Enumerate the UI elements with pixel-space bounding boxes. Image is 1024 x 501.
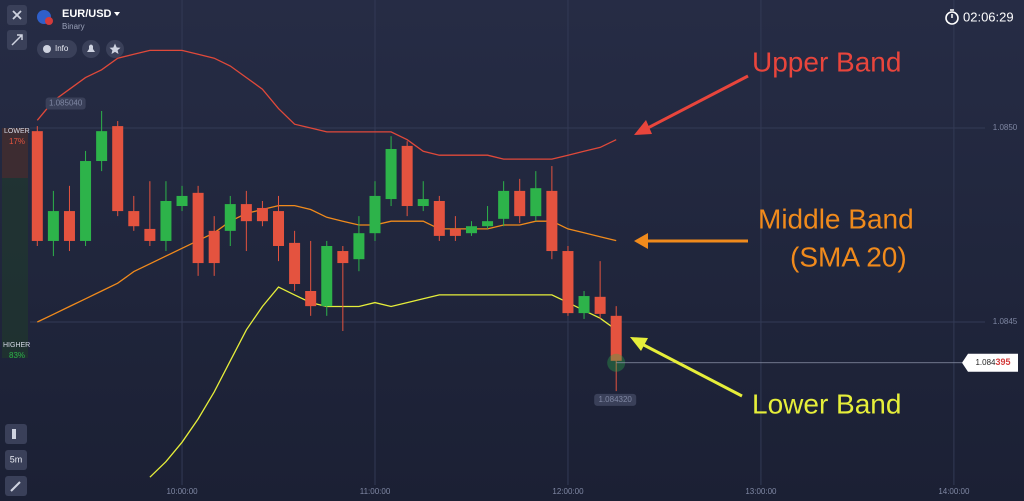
candle-body <box>353 233 365 260</box>
candle-body <box>96 131 108 162</box>
candle-body <box>337 251 349 264</box>
candle-body <box>530 188 542 217</box>
lower-pct: 17% <box>9 137 25 146</box>
band-line <box>37 204 617 323</box>
band-line <box>149 286 617 478</box>
higher-label: HIGHER <box>3 342 30 349</box>
expand-icon <box>11 34 23 46</box>
candle-body <box>562 251 574 314</box>
grid: 10:00:00 11:00:00 12:00:00 13:00:00 14:00:00… <box>30 0 1018 496</box>
max-label-bg <box>45 97 86 110</box>
x-tick-label: 10:00:00 <box>166 487 198 496</box>
candle-body <box>47 211 59 241</box>
candle-body <box>31 131 43 241</box>
min-label: 1.084320 <box>599 395 633 404</box>
candle-body <box>144 228 156 241</box>
lower-band-annotation: Lower Band <box>752 388 901 419</box>
candle-body <box>433 200 445 236</box>
pair-flag-2 <box>45 17 53 25</box>
x-tick-label: 14:00:00 <box>938 487 970 496</box>
candle-body <box>610 315 622 361</box>
chart-type-icon <box>12 429 16 439</box>
sma-annotation: (SMA 20) <box>790 241 907 272</box>
overlay: 1.085040 1.084320 1.084395 <box>45 97 1018 406</box>
pair-name[interactable]: EUR/USD <box>62 8 112 20</box>
y-tick-label: 1.0845 <box>993 317 1018 326</box>
sentiment-strip <box>2 128 28 358</box>
bell-icon <box>87 44 95 52</box>
lower-arrowhead <box>630 337 648 351</box>
x-tick-label: 12:00:00 <box>552 487 584 496</box>
candle-body <box>369 195 381 234</box>
middle-arrowhead <box>634 233 648 249</box>
candle-body <box>594 296 606 314</box>
current-price-label: 1.084395 <box>975 357 1010 367</box>
current-price-tail: 395 <box>996 357 1011 367</box>
band-line <box>36 49 617 160</box>
candle-body <box>401 145 413 207</box>
candle-body <box>305 291 317 307</box>
candle-body <box>63 211 75 241</box>
strip-lower <box>2 128 28 178</box>
min-label-bg <box>594 393 637 406</box>
candle-body <box>224 204 236 231</box>
higher-pct: 83% <box>9 351 25 360</box>
candle-body <box>385 148 397 200</box>
candle-body <box>112 126 124 212</box>
pair-mode: Binary <box>62 22 85 31</box>
candle-body <box>289 242 301 285</box>
candle-body <box>417 199 429 207</box>
candle-body <box>160 200 172 241</box>
timer-hand <box>950 9 954 18</box>
candle-body <box>80 161 92 241</box>
lower-label: LOWER <box>4 128 30 135</box>
candle-body <box>256 207 268 222</box>
annotation-arrows <box>630 74 749 398</box>
draw-icon <box>10 481 21 492</box>
upper-arrow <box>639 74 749 134</box>
current-price-tag <box>962 353 1018 372</box>
bands <box>36 49 617 478</box>
candle-body <box>482 221 494 227</box>
x-tick-label: 11:00:00 <box>360 487 391 496</box>
info-button[interactable] <box>37 40 77 58</box>
candle-body <box>176 195 188 207</box>
timer-icon <box>945 11 959 25</box>
upper-band-annotation: Upper Band <box>752 46 901 77</box>
candle-body <box>240 204 252 222</box>
candle-body <box>465 226 477 234</box>
upper-arrowhead <box>634 120 652 135</box>
interval: 5m <box>10 454 23 464</box>
middle-band-annotation: Middle Band <box>758 203 914 234</box>
candle-body <box>321 245 333 307</box>
lower-arrow <box>637 340 743 398</box>
star-icon <box>109 43 121 54</box>
candle-body <box>208 230 220 264</box>
current-price-main: 1.084 <box>975 358 996 367</box>
candle-body <box>273 211 285 246</box>
candle-body <box>498 190 510 219</box>
info-icon <box>43 45 51 53</box>
candle-body <box>546 190 558 252</box>
max-label: 1.085040 <box>49 99 83 108</box>
candle-body <box>578 296 590 314</box>
timer: 02:06:29 <box>963 9 1014 24</box>
candle-body <box>514 190 526 217</box>
info-text: Info <box>55 44 69 53</box>
x-tick-label: 13:00:00 <box>745 487 777 496</box>
pair-caret <box>114 12 120 16</box>
candle-body <box>192 192 204 264</box>
y-tick-label: 1.0850 <box>993 123 1018 132</box>
close-icon <box>12 10 22 20</box>
candle-body <box>449 228 461 236</box>
candle-body <box>128 211 140 227</box>
interval-button[interactable] <box>5 450 27 470</box>
candles <box>31 110 622 392</box>
